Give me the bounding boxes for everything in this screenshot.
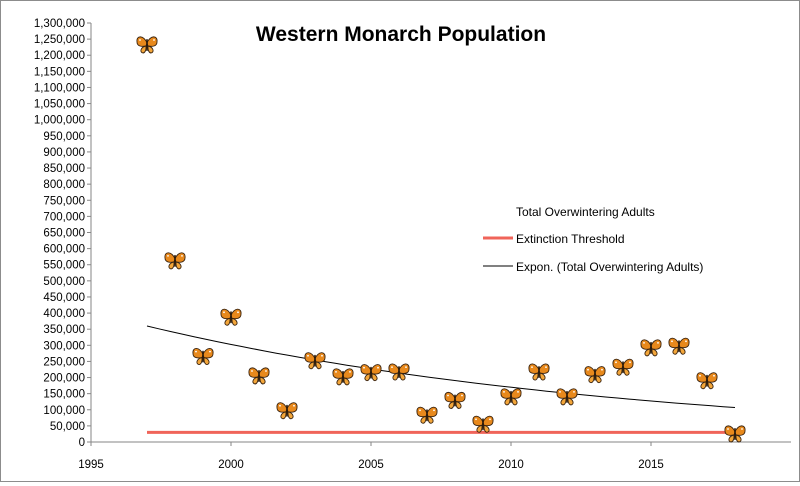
y-tick-label: 1,200,000 (34, 50, 85, 62)
x-tick-label: 2010 (498, 459, 524, 471)
butterfly-marker-point (696, 372, 718, 390)
butterfly-marker-point (500, 388, 522, 406)
y-tick-label: 50,000 (50, 421, 85, 433)
y-tick-label: 450,000 (43, 292, 85, 304)
y-tick-label: 1,000,000 (34, 115, 85, 127)
butterfly-marker-point (388, 363, 410, 381)
chart-title: Western Monarch Population (256, 23, 546, 46)
x-tick-label: 2005 (358, 459, 384, 471)
legend-label-extinction-threshold: Extinction Threshold (516, 232, 625, 246)
legend-label-total-overwintering-adults: Total Overwintering Adults (516, 205, 655, 219)
butterfly-marker-point (248, 367, 270, 385)
y-tick-label: 900,000 (43, 147, 85, 159)
y-tick-label: 400,000 (43, 308, 85, 320)
y-tick-label: 750,000 (43, 195, 85, 207)
y-tick-label: 1,050,000 (34, 99, 85, 111)
y-tick-label: 1,150,000 (34, 66, 85, 78)
butterfly-marker-point (276, 402, 298, 420)
data-points (136, 36, 746, 443)
butterfly-marker-point (192, 347, 214, 366)
y-tick-label: 250,000 (43, 356, 85, 368)
butterfly-marker-point (136, 36, 158, 54)
butterfly-marker-point (528, 363, 550, 381)
butterfly-marker-point (416, 406, 438, 424)
butterfly-marker-point (640, 339, 662, 357)
butterfly-marker-point (444, 391, 466, 409)
butterfly-marker-point (612, 358, 634, 376)
x-tick-label: 2015 (638, 459, 664, 471)
butterfly-marker-point (304, 352, 326, 370)
y-tick-label: 350,000 (43, 324, 85, 336)
y-axis-ticks: 0 50,000 100,000 150,000 200,000 250,000 300,0… (34, 18, 91, 449)
y-tick-label: 300,000 (43, 340, 85, 352)
butterfly-marker-point (472, 415, 494, 433)
legend-label-exponential-trendline: Expon. (Total Overwintering Adults) (516, 260, 703, 274)
exponential-trendline (146, 325, 736, 408)
legend: Total Overwintering Adults Extinction Th… (483, 205, 703, 274)
y-tick-label: 100,000 (43, 405, 85, 417)
y-tick-label: 1,100,000 (34, 82, 85, 94)
y-tick-label: 550,000 (43, 260, 85, 272)
series-lines (146, 325, 736, 434)
y-tick-label: 200,000 (43, 373, 85, 385)
y-tick-label: 950,000 (43, 131, 85, 143)
y-tick-label: 800,000 (43, 179, 85, 191)
y-tick-label: 150,000 (43, 389, 85, 401)
x-tick-label: 1995 (78, 459, 104, 471)
y-tick-label: 600,000 (43, 244, 85, 256)
x-tick-label: 2000 (218, 459, 244, 471)
butterfly-marker-point (332, 368, 354, 386)
butterfly-marker-point (164, 252, 186, 270)
butterfly-marker-point (668, 337, 690, 355)
butterfly-marker-point (220, 308, 242, 326)
butterfly-marker-point (556, 388, 578, 406)
y-tick-label: 700,000 (43, 211, 85, 223)
y-tick-label: 1,250,000 (34, 34, 85, 46)
x-axis-ticks: 1995 2000 2005 2010 2015 (78, 442, 664, 471)
butterfly-marker-point (360, 364, 382, 382)
y-tick-label: 1,300,000 (34, 18, 85, 30)
y-tick-label: 500,000 (43, 276, 85, 288)
y-tick-label: 650,000 (43, 228, 85, 240)
y-tick-label: 850,000 (43, 163, 85, 175)
butterfly-marker-point (724, 425, 746, 443)
butterfly-marker-point (584, 366, 606, 384)
y-tick-label: 0 (79, 437, 85, 449)
